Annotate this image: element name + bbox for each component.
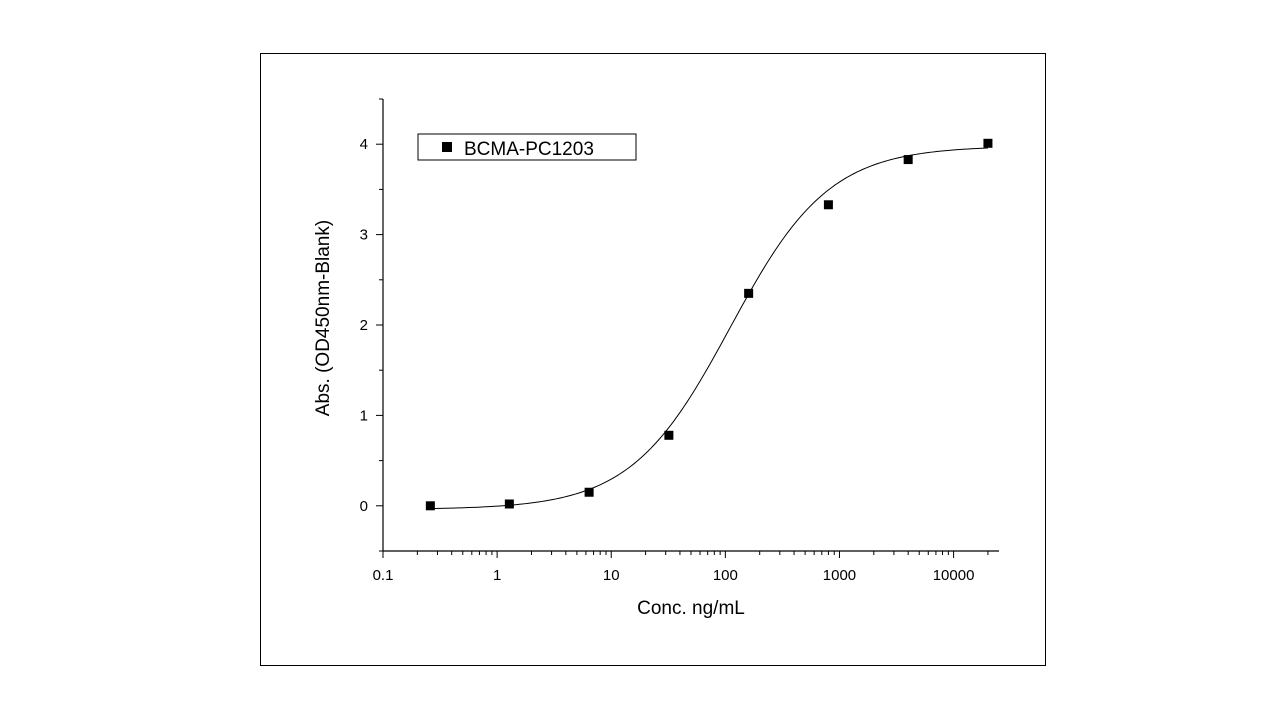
x-tick-label: 1: [493, 567, 501, 584]
y-tick-label: 0: [360, 498, 368, 515]
data-point: [664, 430, 674, 440]
legend: BCMA-PC1203: [417, 133, 637, 161]
axes: 0.1 1 10 100 1000 10000 0 1 2 3 4: [360, 98, 999, 584]
data-point: [983, 138, 993, 148]
y-tick-label: 1: [360, 407, 368, 424]
y-tick-label: 3: [360, 227, 368, 244]
x-tick-label: 0.1: [373, 567, 394, 584]
legend-marker-square: [442, 142, 452, 152]
data-point: [744, 288, 754, 298]
x-tick-label: 1000: [823, 567, 856, 584]
chart-frame: [260, 53, 1046, 666]
fit-curve: [430, 147, 988, 510]
data-point: [425, 501, 435, 511]
y-axis-title: Abs. (OD450nm-Blank): [313, 220, 334, 416]
y-tick-label: 2: [360, 317, 368, 334]
legend-series-label: BCMA-PC1203: [464, 139, 594, 160]
data-point: [584, 487, 594, 497]
x-axis-title: Conc. ng/mL: [637, 598, 745, 619]
x-tick-label: 100: [713, 567, 738, 584]
x-tick-label: 10: [603, 567, 620, 584]
data-point: [903, 155, 913, 165]
fit-curve-layer: [430, 147, 988, 510]
data-points-layer: [425, 138, 993, 511]
data-point: [823, 200, 833, 210]
x-tick-label: 10000: [933, 567, 975, 584]
data-point: [504, 499, 514, 509]
legend-box: [417, 133, 637, 161]
y-tick-label: 4: [360, 136, 368, 153]
